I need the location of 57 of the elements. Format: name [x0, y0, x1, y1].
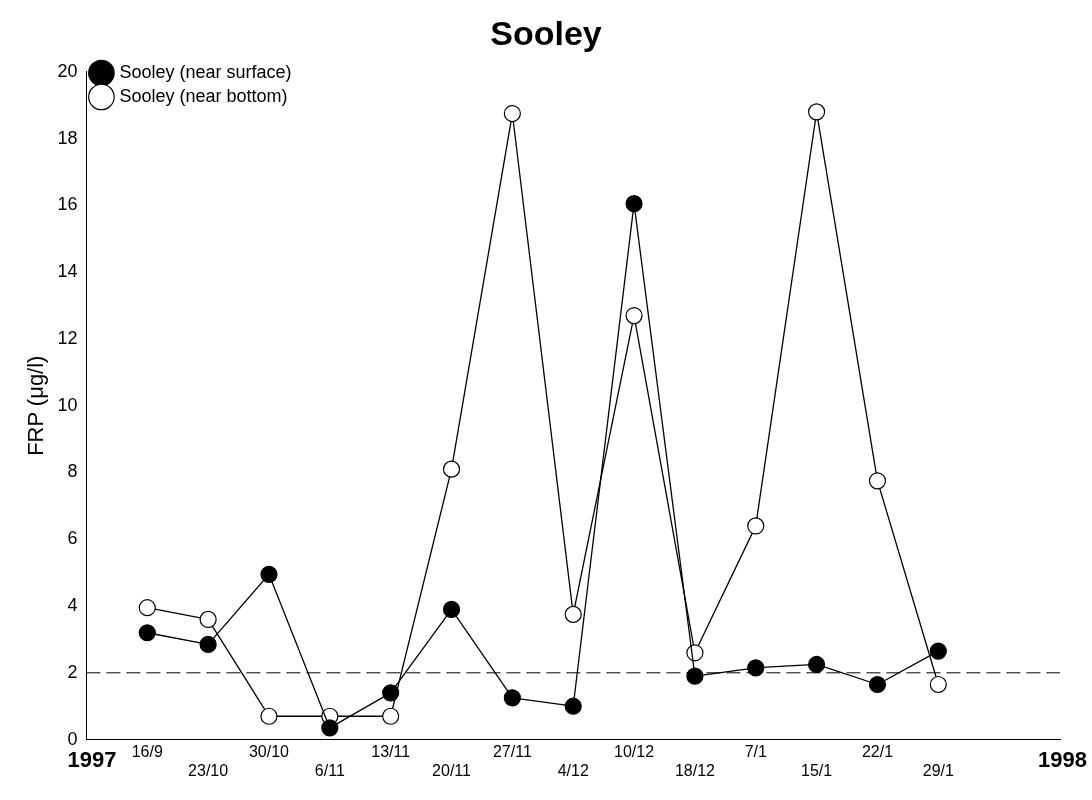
- y-axis-title: FRP (μg/l): [23, 355, 49, 456]
- x-tick-label: 16/9: [131, 742, 163, 760]
- point: [199, 610, 217, 628]
- point: [260, 565, 278, 583]
- x-tick-label: 30/10: [248, 742, 290, 760]
- point: [929, 675, 947, 694]
- y-tick-label: 8: [67, 461, 78, 482]
- point: [321, 719, 339, 737]
- y-tick-label: 2: [67, 661, 78, 682]
- y-tick-label: 0: [67, 728, 78, 749]
- x-tick-label: 15/1: [801, 761, 833, 779]
- legend-label: Sooley (near bottom): [119, 85, 288, 106]
- point: [564, 697, 582, 715]
- legend-label: Sooley (near surface): [119, 61, 292, 82]
- y-tick-label: 18: [57, 127, 78, 148]
- point: [382, 707, 400, 725]
- y-tick-label: 16: [57, 194, 78, 215]
- chart-title: Sooley: [489, 14, 603, 54]
- point: [747, 659, 765, 677]
- y-tick-label: 14: [57, 261, 78, 282]
- x-tick-label: 6/11: [314, 761, 345, 779]
- point: [929, 642, 947, 660]
- x-tick-label: 23/10: [188, 761, 229, 779]
- x-tick-label: 4/12: [557, 761, 589, 779]
- x-tick-label: 7/1: [744, 742, 767, 760]
- x-tick-label: 29/1: [922, 761, 954, 779]
- point: [686, 667, 704, 685]
- y-tick-label: 6: [67, 528, 78, 549]
- point: [503, 104, 521, 123]
- y-tick-label: 10: [57, 394, 78, 415]
- text: 1997: [67, 746, 117, 772]
- y-tick-label: 20: [57, 60, 78, 81]
- x-tick-label: 13/11: [371, 742, 411, 760]
- x-tick-label: 10/12: [614, 742, 655, 760]
- point: [442, 460, 461, 478]
- text: 1998: [1038, 746, 1087, 772]
- point: [138, 599, 156, 617]
- point: [868, 472, 887, 490]
- point: [564, 605, 582, 623]
- point: [625, 195, 643, 213]
- x-tick-label: 22/1: [861, 742, 894, 760]
- x-tick-label: 18/12: [674, 761, 716, 779]
- x-tick-label: 20/11: [432, 761, 472, 779]
- point: [747, 517, 765, 535]
- point: [808, 103, 826, 121]
- point: [199, 635, 217, 654]
- x-tick-label: 27/11: [492, 742, 532, 760]
- point: [260, 707, 278, 725]
- point: [442, 600, 461, 618]
- y-tick-label: 4: [67, 595, 78, 616]
- point: [868, 675, 887, 694]
- point: [625, 306, 643, 325]
- point: [808, 655, 826, 674]
- point: [382, 684, 400, 702]
- y-tick-label: 12: [57, 327, 78, 348]
- point: [138, 624, 156, 642]
- point: [503, 689, 521, 707]
